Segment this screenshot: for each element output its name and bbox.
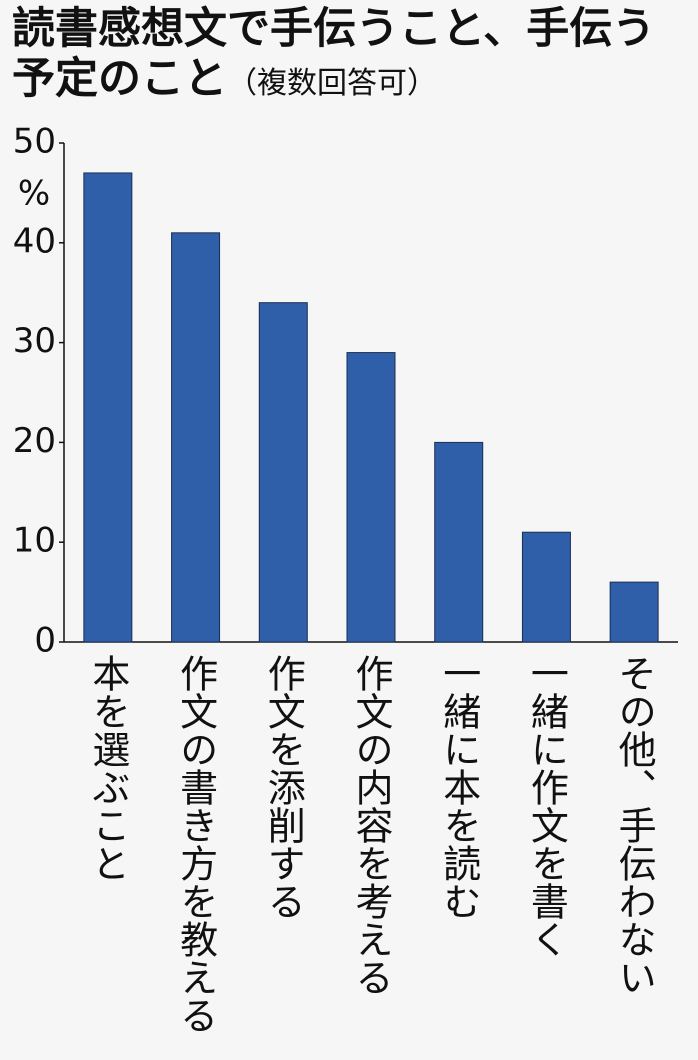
bar <box>434 441 484 643</box>
x-tick-label: 一緒に作文を書く <box>524 654 568 958</box>
y-tick-label: 30 <box>13 321 56 361</box>
bar <box>171 232 221 643</box>
y-tick-label: 50 <box>13 122 56 162</box>
bar <box>346 352 396 643</box>
x-tick-label: 作文を添削する <box>261 654 305 920</box>
x-tick-label: 本を選ぶこと <box>86 654 130 882</box>
y-tick-label: 20 <box>13 421 56 461</box>
chart-subtitle: （複数回答可） <box>227 66 437 101</box>
x-tick-label: その他、手伝わない <box>612 654 656 996</box>
title-block: 読書感想文で手伝うこと、手伝う予定のこと（複数回答可） <box>12 4 696 109</box>
bar <box>83 172 133 643</box>
y-unit: % <box>18 174 50 214</box>
y-tick-label: 10 <box>13 521 56 561</box>
y-tick-label: 40 <box>13 221 56 261</box>
y-tick-label: 0 <box>34 621 56 661</box>
bar <box>258 302 308 643</box>
bar <box>609 581 659 643</box>
x-tick-label: 一緒に本を読む <box>437 654 481 920</box>
bar <box>521 531 571 643</box>
chart-title: 読書感想文で手伝うこと、手伝う予定のこと <box>12 4 656 104</box>
x-tick-label: 作文の書き方を教える <box>174 654 218 1034</box>
x-tick-label: 作文の内容を考える <box>349 654 393 996</box>
